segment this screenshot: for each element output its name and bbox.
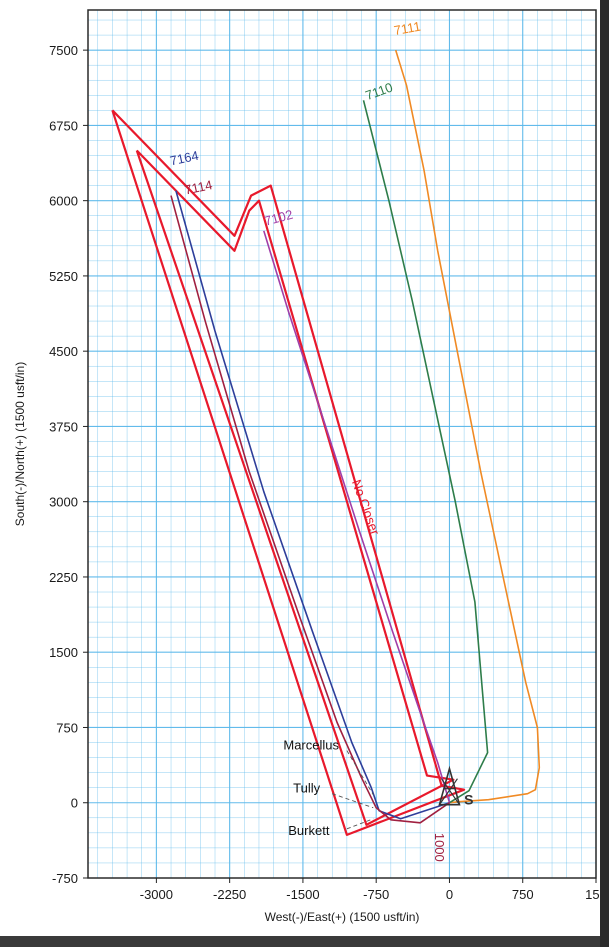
boundary-line-1 xyxy=(111,109,466,837)
rig-brace xyxy=(440,778,460,806)
annotation-label: 1000 xyxy=(432,833,447,862)
leader-line xyxy=(346,750,374,795)
well-path-7164 xyxy=(175,190,450,820)
lease-boundaries xyxy=(111,109,466,837)
x-tick-label: 750 xyxy=(512,887,534,902)
annotation-label: 7164 xyxy=(169,148,200,169)
x-tick-label: -3000 xyxy=(140,887,173,902)
minor-grid xyxy=(88,10,596,878)
well-path-7111 xyxy=(394,49,541,804)
well-paths xyxy=(170,49,541,824)
annotation-label: 7111 xyxy=(393,19,422,38)
annotation-label: 7102 xyxy=(263,207,295,229)
y-tick-label: 6750 xyxy=(49,118,78,133)
pad-label: S xyxy=(464,792,473,808)
right-shadow-bar xyxy=(600,0,609,947)
leader-line xyxy=(332,793,374,809)
rig-brace xyxy=(438,778,458,806)
annotation-label: Burkett xyxy=(288,823,330,838)
x-axis-label: West(-)/East(+) (1500 usft/in) xyxy=(265,910,420,924)
well-path-7114 xyxy=(170,195,450,824)
y-tick-label: 1500 xyxy=(49,645,78,660)
y-tick-label: 2250 xyxy=(49,570,78,585)
y-tick-label: 5250 xyxy=(49,269,78,284)
y-tick-label: 750 xyxy=(56,720,78,735)
plot-border xyxy=(87,9,597,879)
bottom-shadow-bar xyxy=(0,936,609,947)
formation-leaders xyxy=(332,750,374,830)
y-tick-label: 0 xyxy=(71,796,78,811)
axis-ticks: -3000 -2250 -1500 -750 0 750 150-7500750150022… xyxy=(49,43,607,902)
rig-outline xyxy=(438,765,461,806)
pad-markers: S xyxy=(438,765,473,808)
y-tick-label: 4500 xyxy=(49,344,78,359)
x-tick-label: 0 xyxy=(446,887,453,902)
y-tick-label: 3750 xyxy=(49,419,78,434)
annotation-label: Marcellus xyxy=(283,738,339,753)
leader-line xyxy=(346,818,374,830)
y-tick-label: 3000 xyxy=(49,495,78,510)
y-axis-label: South(-)/North(+) (1500 usft/in) xyxy=(13,362,27,526)
major-grid xyxy=(88,10,597,879)
x-tick-label: -2250 xyxy=(213,887,246,902)
annotation-label: 7114 xyxy=(183,177,213,197)
annotation-label: Tully xyxy=(293,781,320,796)
well-path-7102 xyxy=(263,230,451,803)
x-tick-label: -750 xyxy=(363,887,389,902)
well-path-7110 xyxy=(362,100,489,804)
y-tick-label: 6000 xyxy=(49,194,78,209)
y-tick-label: 7500 xyxy=(49,43,78,58)
boundary-line-2 xyxy=(135,149,455,826)
x-tick-label: -1500 xyxy=(286,887,319,902)
pad-rig xyxy=(438,765,461,806)
y-tick-label: -750 xyxy=(52,871,78,886)
